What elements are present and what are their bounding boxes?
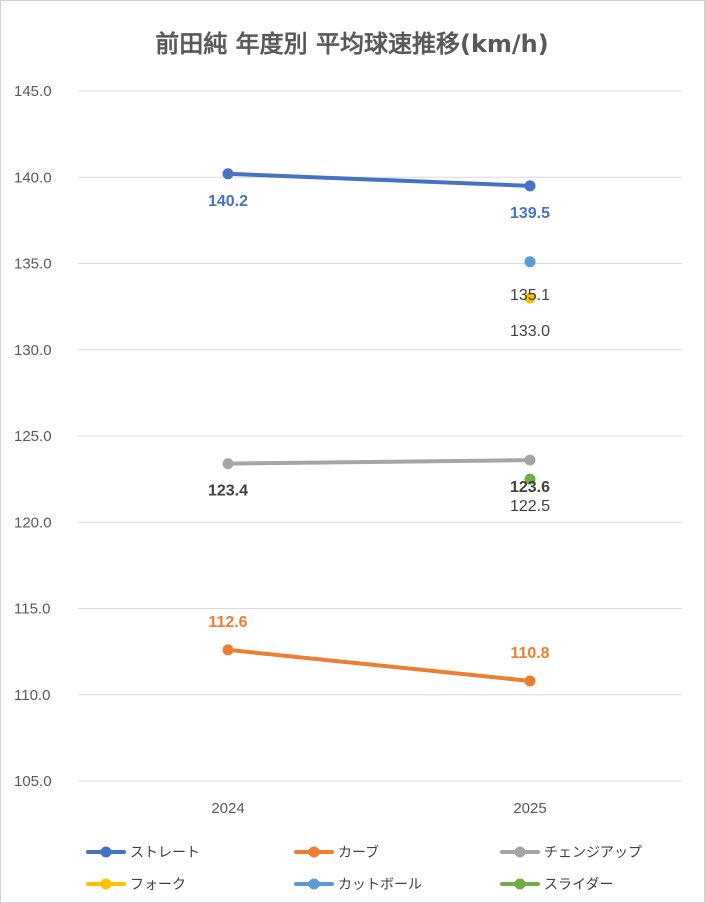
series-line <box>226 647 532 683</box>
y-tick-label: 120.0 <box>14 514 52 531</box>
data-label: 110.8 <box>510 645 549 662</box>
y-axis: 105.0 110.0 115.0 120.0 125.0 130.0 135.0 140.0… <box>14 83 52 790</box>
data-label: 123.6 <box>510 479 550 496</box>
legend-label: チェンジアップ <box>544 845 642 861</box>
y-tick-label: 110.0 <box>14 687 50 704</box>
y-tick-label: 125.0 <box>14 428 52 445</box>
data-label: 122.5 <box>510 498 550 515</box>
data-label: 135.1 <box>510 287 550 304</box>
series-line <box>226 171 532 188</box>
data-point <box>524 454 536 466</box>
chart-title: 前田純 年度別 平均球速推移(km/h) <box>155 30 548 58</box>
data-labels: 140.2 139.5 112.6 110.8 123.4 123.6 133.0 135.1… <box>208 193 550 662</box>
data-label: 139.5 <box>510 205 550 222</box>
legend-label: カーブ <box>338 844 379 861</box>
legend-marker <box>100 846 112 858</box>
legend-label: カットボール <box>338 877 422 893</box>
data-point <box>524 180 536 192</box>
legend-marker <box>514 878 526 890</box>
legend-marker <box>514 846 526 858</box>
gridlines <box>78 90 682 782</box>
legend-label: フォーク <box>130 877 186 893</box>
y-tick-label: 140.0 <box>14 169 52 186</box>
data-point <box>222 644 234 656</box>
data-point <box>524 675 536 687</box>
data-point <box>524 292 536 304</box>
data-label: 123.4 <box>208 483 248 500</box>
x-axis: 2024 2025 <box>211 800 546 817</box>
x-tick-label: 2025 <box>513 800 546 817</box>
y-tick-label: 115.0 <box>14 601 50 618</box>
legend-label: ストレート <box>130 845 200 861</box>
y-tick-label: 105.0 <box>14 773 52 790</box>
y-tick-label: 145.0 <box>14 83 52 100</box>
data-point <box>222 458 234 470</box>
series-group <box>222 168 536 687</box>
legend-marker <box>100 878 112 890</box>
data-point <box>524 256 536 268</box>
legend-marker <box>308 846 320 858</box>
data-label: 112.6 <box>208 614 247 631</box>
y-tick-label: 130.0 <box>14 342 52 359</box>
x-tick-label: 2024 <box>211 800 244 817</box>
data-label: 140.2 <box>208 193 248 210</box>
data-point <box>524 473 536 485</box>
series-line <box>226 458 532 466</box>
legend-label: スライダー <box>544 877 613 893</box>
legend-marker <box>308 878 320 890</box>
y-tick-label: 135.0 <box>14 256 52 273</box>
data-label: 133.0 <box>510 323 550 340</box>
data-point <box>222 168 234 180</box>
